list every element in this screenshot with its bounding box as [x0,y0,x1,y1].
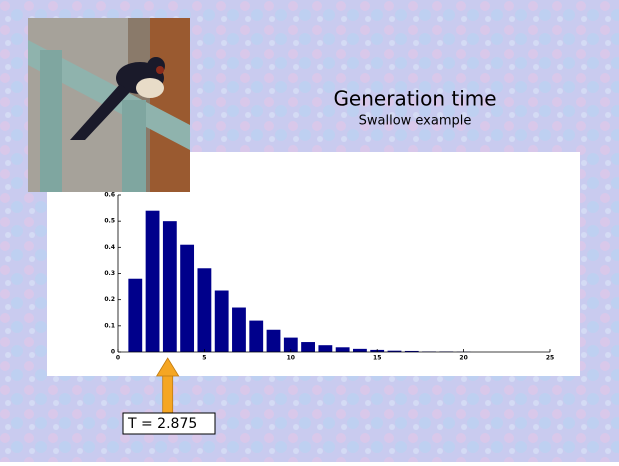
title: Generation time [333,87,496,111]
bar [232,308,246,352]
x-tick-label: 5 [202,355,206,362]
x-tick-label: 10 [287,355,295,362]
x-tick-label: 0 [116,355,120,362]
arrow-shaft [163,375,173,413]
bar [353,349,367,352]
bar [336,347,350,352]
y-tick-label: 0.3 [104,270,115,277]
bar [249,321,263,352]
bar [215,291,229,352]
photo [28,18,190,192]
bar [163,221,177,352]
x-tick-label: 25 [546,355,554,362]
x-tick-label: 15 [373,355,381,362]
bar [197,268,211,352]
bar [318,345,332,352]
x-tick-label: 20 [459,355,467,362]
bar [301,342,315,352]
subtitle: Swallow example [359,114,472,129]
slide: Generation time Swallow example 0 5 10 15 20… [0,0,619,462]
y-tick-label: 0 [111,349,115,356]
page: {"chart_data": {"type": "bar", "title": … [0,0,619,462]
y-tick-label: 0.6 [104,192,115,199]
y-tick-label: 0.5 [104,218,115,225]
y-tick-label: 0.4 [104,244,115,251]
annotation-label: T = 2.875 [127,416,197,432]
y-tick-label: 0.1 [104,322,115,329]
bar [128,279,142,352]
bar [267,330,281,352]
bar [146,211,160,352]
y-tick-label: 0.2 [104,296,115,303]
bar [180,245,194,352]
